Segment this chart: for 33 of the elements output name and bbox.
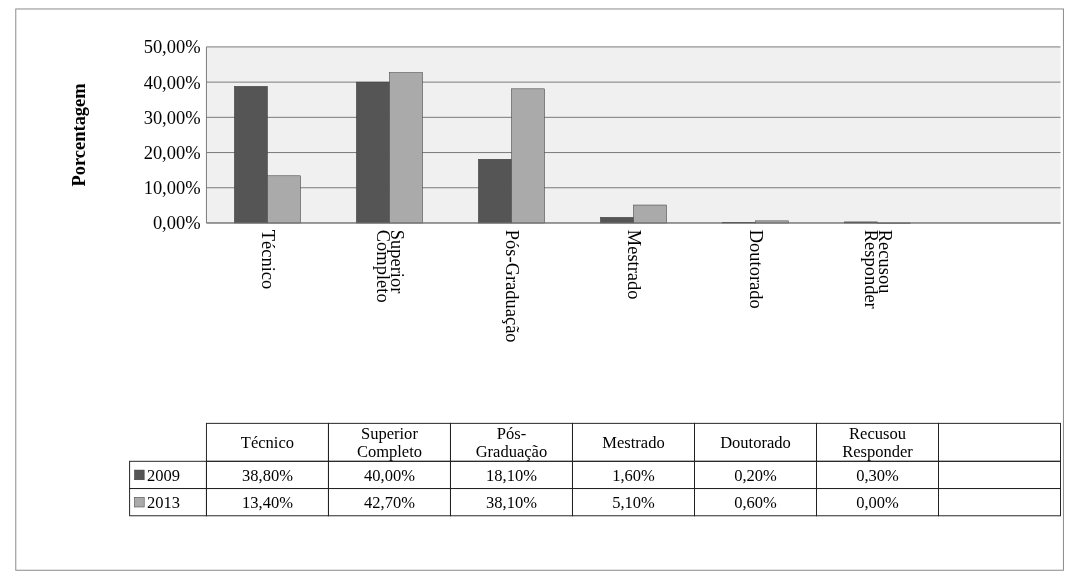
data-label: 13,40% bbox=[241, 492, 294, 512]
x-tick-label: Recusou Responder bbox=[860, 229, 896, 309]
legend-label: 2013 bbox=[147, 492, 181, 512]
y-tick-label: 20,00% bbox=[143, 143, 201, 164]
x-tick-label: Mestrado bbox=[623, 229, 644, 300]
data-label: 38,80% bbox=[241, 465, 294, 485]
x-tick-label: Doutorado bbox=[745, 229, 766, 309]
data-label: 5,10% bbox=[612, 492, 656, 512]
y-axis-title: Porcentagem bbox=[68, 82, 89, 187]
data-label: 0,00% bbox=[856, 492, 900, 512]
legend-label: 2009 bbox=[147, 465, 181, 485]
y-tick-label: 10,00% bbox=[143, 178, 201, 199]
category-label: Superior Completo bbox=[356, 424, 423, 461]
category-label: Doutorado bbox=[720, 433, 791, 453]
data-label: 0,30% bbox=[856, 465, 900, 485]
data-label: 38,10% bbox=[486, 492, 538, 512]
category-label: Recusou Responder bbox=[842, 424, 913, 461]
x-tick-label: Superior Completo bbox=[372, 229, 408, 303]
data-label: 42,70% bbox=[364, 492, 416, 512]
category-label: Pós-Graduação bbox=[475, 424, 548, 461]
data-label: 18,10% bbox=[486, 465, 538, 485]
y-tick-label: 50,00% bbox=[143, 37, 201, 58]
x-tick-label: Pós-Graduação bbox=[501, 229, 522, 343]
x-tick-label: Técnico bbox=[257, 229, 278, 290]
data-label: 0,20% bbox=[734, 465, 778, 485]
category-label: Técnico bbox=[240, 433, 295, 453]
y-tick-label: 30,00% bbox=[143, 107, 201, 128]
data-label: 40,00% bbox=[364, 465, 416, 485]
data-label: 0,60% bbox=[734, 492, 778, 512]
y-tick-label: 40,00% bbox=[143, 72, 201, 93]
y-tick-label: 0,00% bbox=[152, 213, 201, 234]
category-label: Mestrado bbox=[602, 433, 665, 453]
data-label: 1,60% bbox=[612, 465, 656, 485]
